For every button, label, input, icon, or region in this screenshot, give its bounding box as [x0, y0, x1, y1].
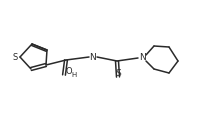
Text: N: N [139, 54, 145, 62]
Text: S: S [115, 69, 121, 78]
Text: O: O [65, 67, 72, 76]
Text: H: H [71, 72, 76, 78]
Text: S: S [13, 52, 18, 62]
Text: N: N [90, 52, 96, 62]
